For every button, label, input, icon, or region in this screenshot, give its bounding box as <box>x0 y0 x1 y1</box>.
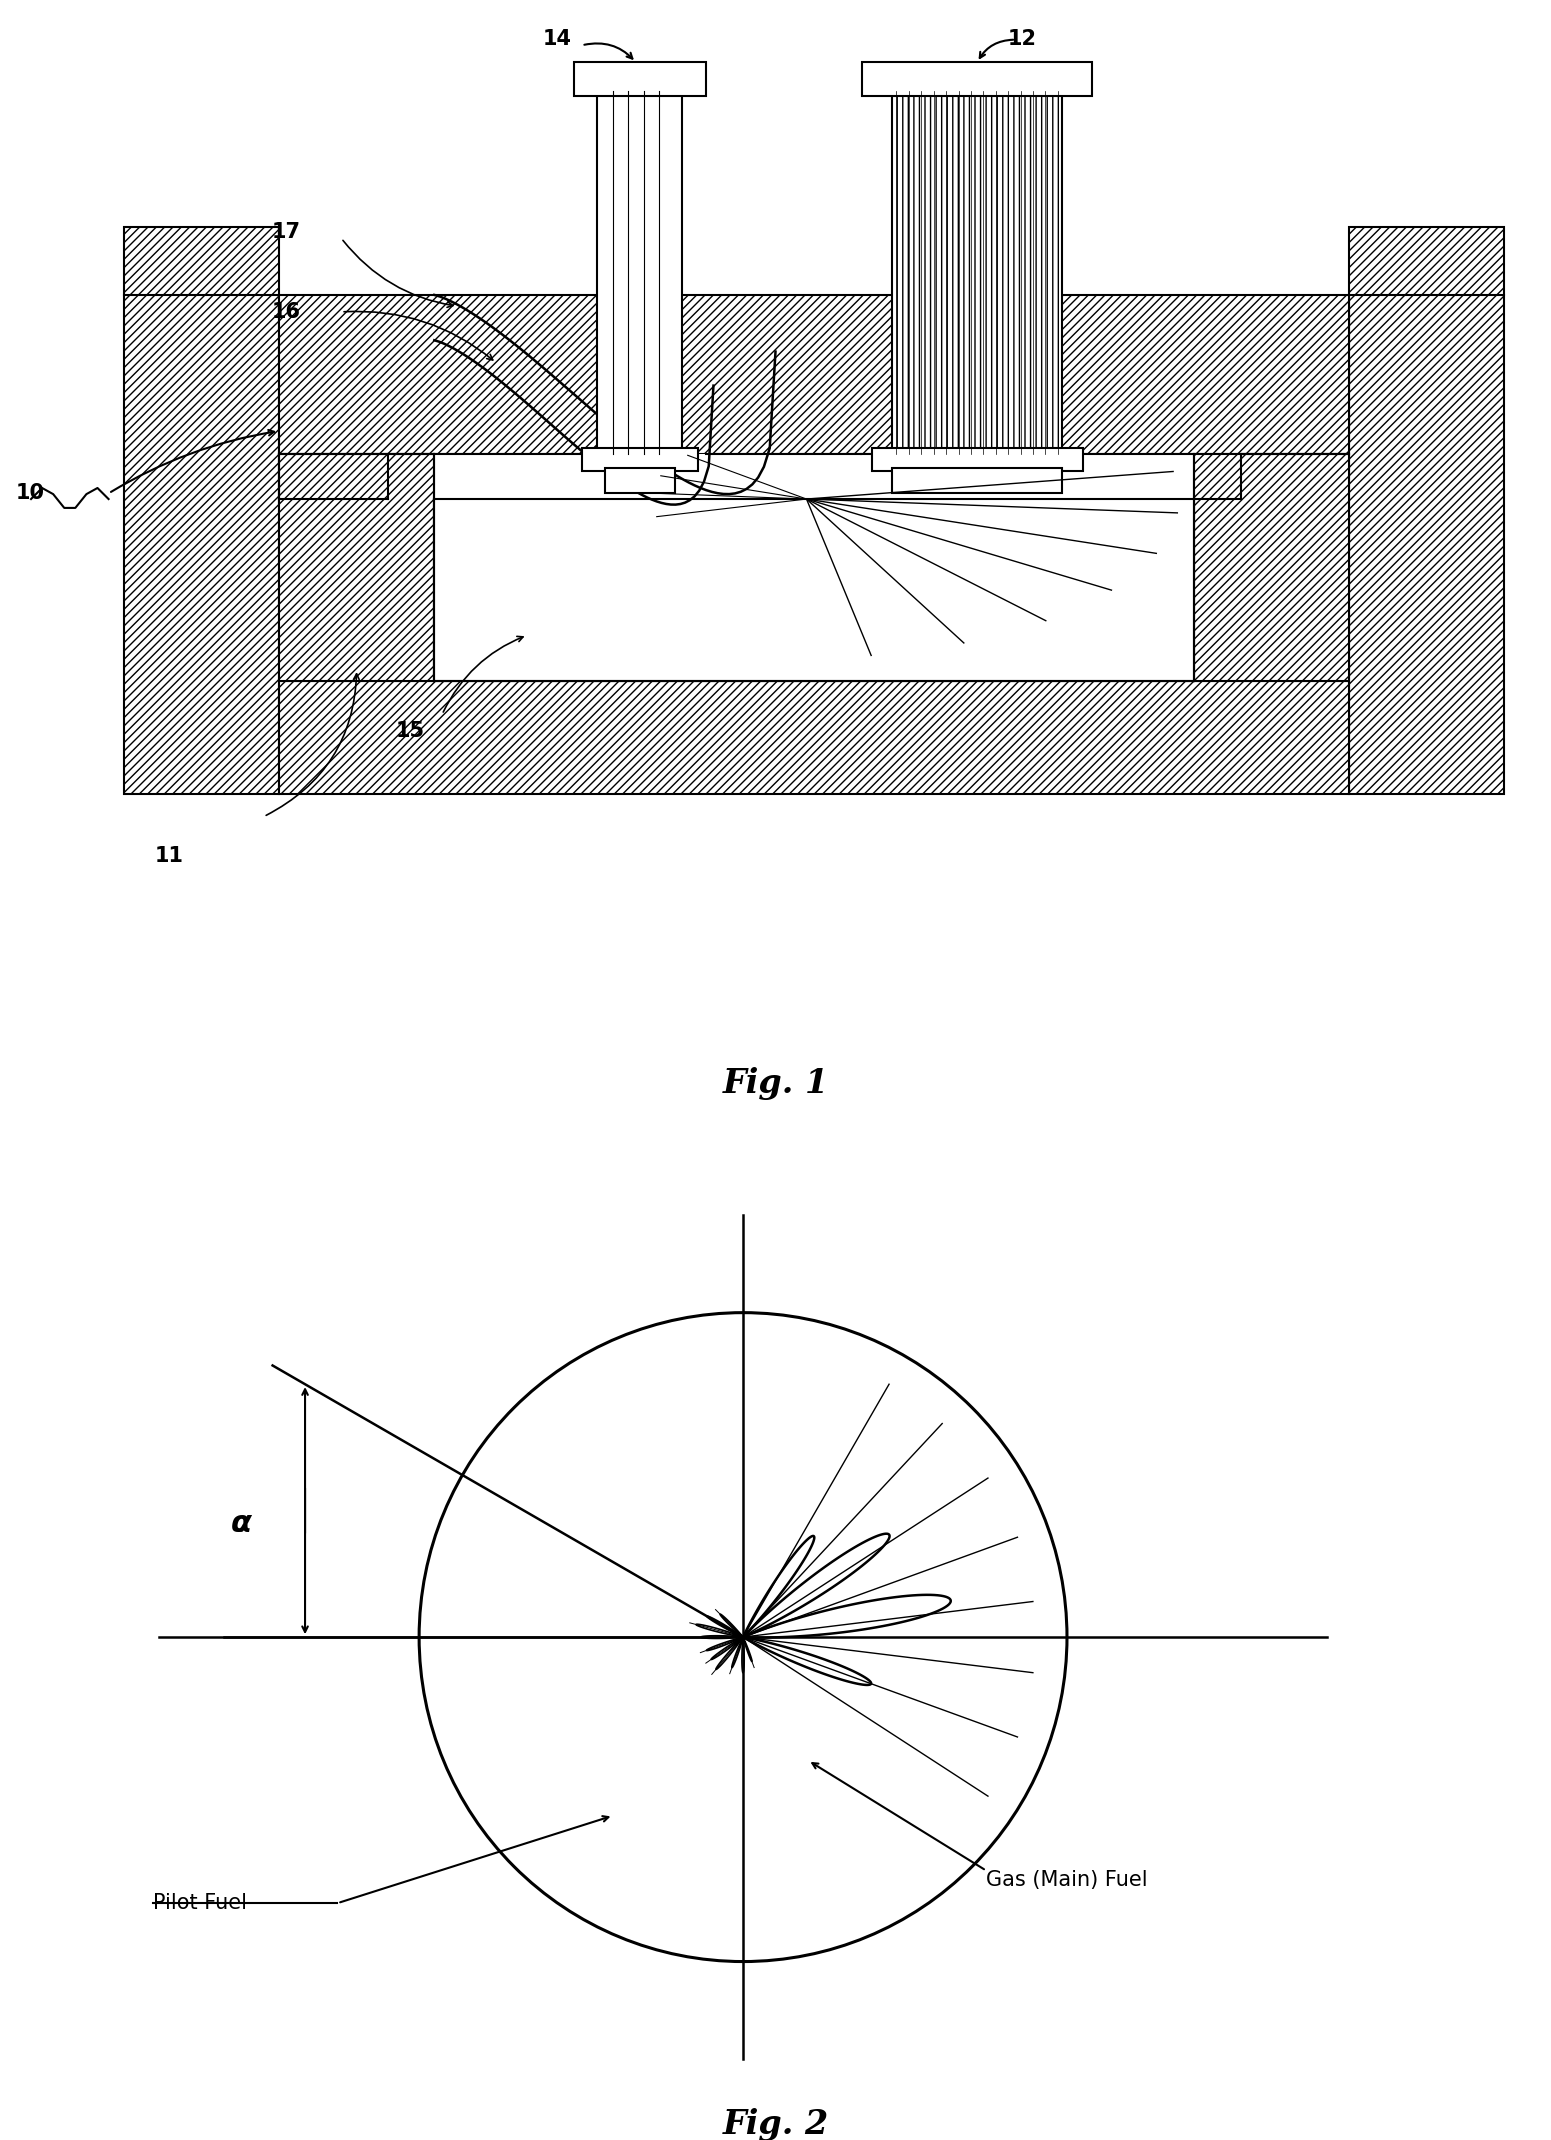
Bar <box>605 469 675 494</box>
Text: Pilot Fuel: Pilot Fuel <box>152 1894 247 1913</box>
Text: α: α <box>231 1509 251 1539</box>
Text: Fig. 1: Fig. 1 <box>723 1068 828 1100</box>
Bar <box>582 447 698 471</box>
Bar <box>597 90 682 454</box>
Bar <box>862 62 1092 96</box>
Bar <box>892 90 1062 454</box>
Bar <box>892 469 1062 494</box>
Text: 12: 12 <box>1008 30 1038 49</box>
Bar <box>434 454 1194 681</box>
Bar <box>1349 227 1504 794</box>
Text: 11: 11 <box>155 845 185 867</box>
Text: Gas (Main) Fuel: Gas (Main) Fuel <box>986 1870 1148 1890</box>
Bar <box>124 227 279 794</box>
Text: 17: 17 <box>271 223 301 242</box>
Bar <box>279 295 1349 454</box>
Bar <box>279 681 1349 794</box>
Bar <box>872 447 1083 471</box>
Text: Fig. 2: Fig. 2 <box>723 2108 828 2140</box>
Text: 10: 10 <box>16 484 45 503</box>
Text: 15: 15 <box>396 721 425 740</box>
Bar <box>1194 454 1349 681</box>
Text: 14: 14 <box>543 30 572 49</box>
Bar <box>434 499 1194 681</box>
Bar <box>574 62 706 96</box>
Bar <box>279 454 434 681</box>
Text: 16: 16 <box>271 302 301 321</box>
